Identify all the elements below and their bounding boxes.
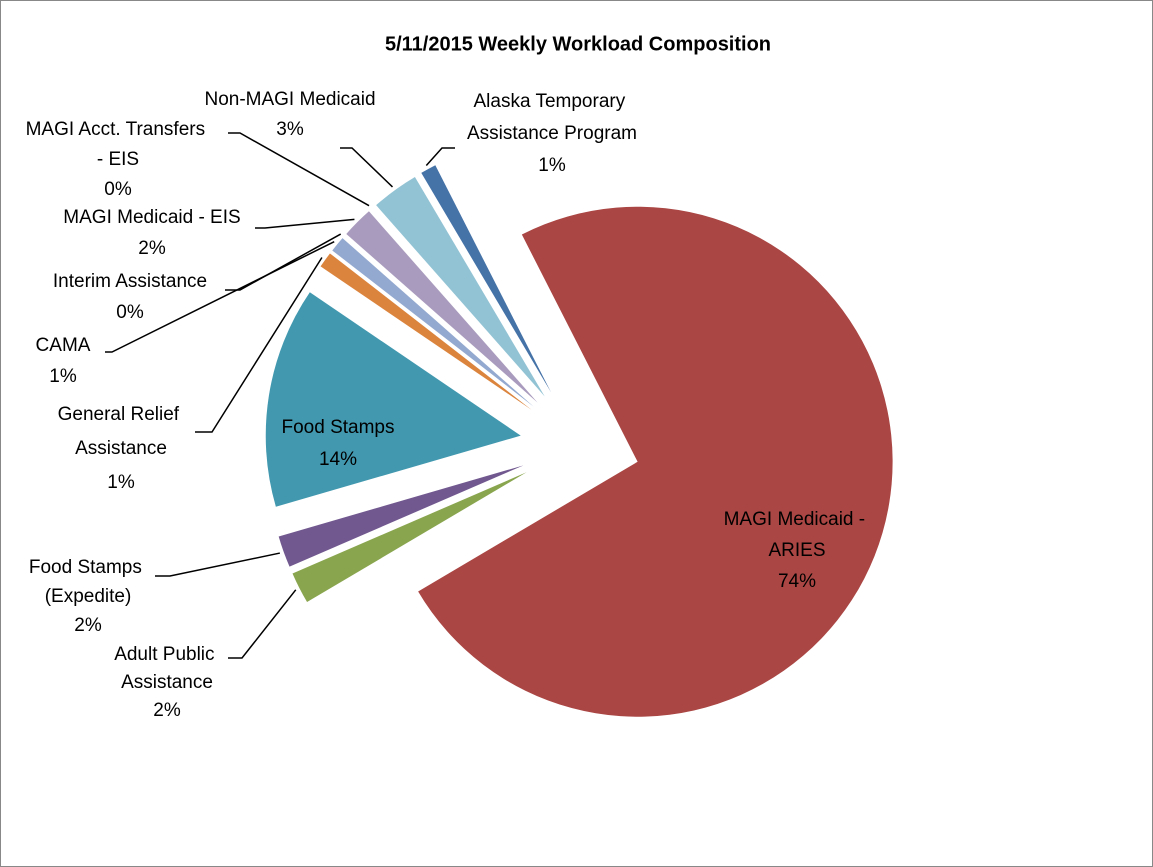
pie-slice: [320, 253, 532, 410]
pie-slice: [371, 208, 541, 400]
slice-label: Interim Assistance: [53, 271, 207, 292]
slice-label: Food Stamps (Expedite): [29, 557, 147, 607]
slice-value-label: 2%: [153, 700, 181, 721]
slice-label: Food Stamps: [282, 417, 395, 438]
chart-title: 5/11/2015 Weekly Workload Composition: [385, 33, 771, 55]
slice-label: MAGI Acct. Transfers - EIS: [26, 119, 211, 170]
slice-value-label: 14%: [319, 449, 357, 470]
pie-slice: [292, 472, 527, 603]
slice-value-label: 2%: [74, 615, 102, 636]
slice-value-label: 1%: [538, 155, 566, 176]
slice-value-label: 74%: [778, 571, 816, 592]
slice-label: CAMA: [36, 335, 91, 356]
slice-value-label: 1%: [107, 472, 135, 493]
pie-slice: [278, 465, 524, 567]
pie-slice: [332, 238, 534, 407]
leader-line: [255, 218, 355, 229]
leader-line: [340, 147, 394, 188]
leader-line: [155, 552, 281, 577]
pie-slice: [346, 211, 538, 403]
leader-line: [225, 233, 342, 291]
slice-value-label: 0%: [104, 179, 132, 200]
pie-slice: [265, 292, 521, 507]
leader-line: [425, 147, 455, 166]
slice-label: Alaska Temporary Assistance Program: [467, 91, 637, 144]
slice-label: Adult Public Assistance: [114, 644, 220, 693]
pie-slice: [421, 165, 552, 393]
slice-label: General Relief Assistance: [58, 404, 185, 459]
leader-line: [228, 132, 370, 207]
slice-value-label: 0%: [116, 302, 144, 323]
leader-line: [228, 589, 297, 659]
slice-value-label: 2%: [138, 238, 166, 259]
slice-value-label: 1%: [49, 366, 77, 387]
pie-slice: [376, 176, 545, 397]
slice-label: Non-MAGI Medicaid: [204, 89, 375, 110]
slice-label: MAGI Medicaid - EIS: [63, 207, 240, 228]
slice-value-label: 3%: [276, 119, 304, 140]
slice-label: MAGI Medicaid - ARIES: [724, 509, 871, 561]
pie-slice: [418, 206, 893, 717]
leader-line: [195, 257, 323, 433]
